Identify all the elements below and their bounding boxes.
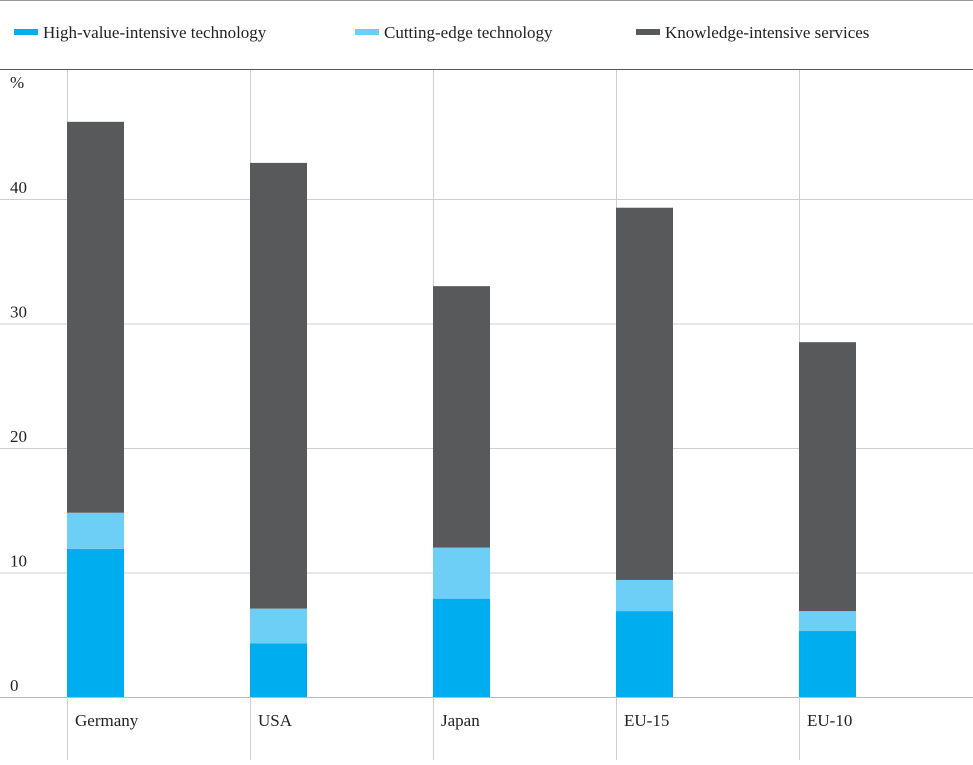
y-axis: % 0 10 20 30 40 [10,73,27,695]
bar-segment [799,611,856,632]
bar-segment [67,121,124,513]
bars [67,121,856,697]
bar-segment [799,631,856,697]
bar-segment [433,286,490,548]
bar-segment [616,611,673,697]
bar-segment [799,342,856,612]
bar-segment [433,598,490,697]
y-unit-label: % [10,73,24,92]
y-tick-label: 20 [10,427,27,446]
legend-swatch [14,29,38,35]
x-tick-label: USA [258,711,293,730]
x-tick-label: EU-15 [624,711,669,730]
y-tick-label: 40 [10,178,27,197]
bar-segment [433,547,490,599]
bar-segment [67,512,124,549]
x-tick-label: EU-10 [807,711,852,730]
bar-segment [616,579,673,612]
bar-segment [616,207,673,580]
y-tick-label: 0 [10,676,19,695]
x-tick-label: Germany [75,711,139,730]
legend: High-value-intensive technology Cutting-e… [14,23,869,42]
legend-label: Knowledge-intensive services [665,23,869,42]
y-tick-label: 30 [10,303,27,322]
legend-label: Cutting-edge technology [384,23,553,42]
y-tick-label: 10 [10,552,27,571]
legend-label: High-value-intensive technology [43,23,267,42]
bar-segment [250,643,307,697]
x-axis: Germany USA Japan EU-15 EU-10 [75,711,852,730]
bar-segment [67,548,124,697]
x-tick-label: Japan [441,711,480,730]
bar-segment [250,608,307,644]
legend-swatch [355,29,379,35]
bar-segment [250,162,307,609]
legend-swatch [636,29,660,35]
